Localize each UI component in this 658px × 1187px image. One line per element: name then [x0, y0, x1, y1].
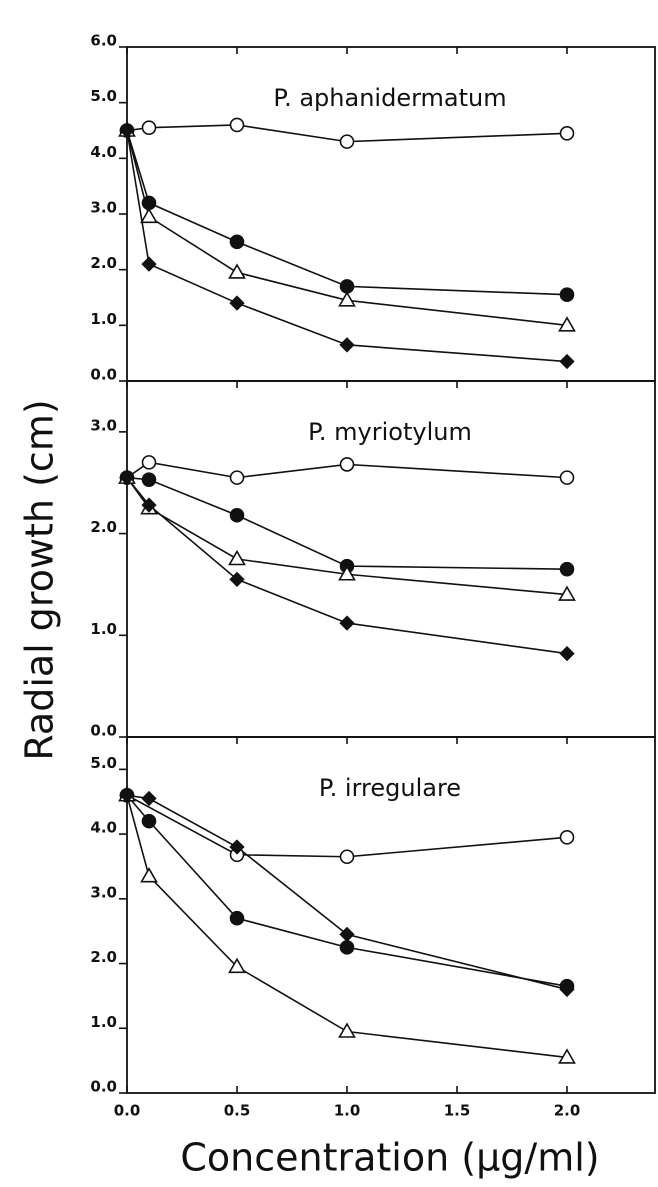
y-tick-label: 3.0 — [90, 416, 117, 434]
marker — [140, 867, 158, 883]
plot-frame — [126, 736, 656, 1094]
marker — [229, 470, 245, 485]
marker — [338, 565, 356, 581]
marker — [119, 787, 135, 803]
panel-title: P. aphanidermatum — [273, 84, 506, 112]
marker — [339, 337, 355, 353]
y-tick-label: 4.0 — [90, 143, 117, 161]
marker — [559, 561, 575, 577]
marker — [228, 549, 246, 566]
y-tick-label: 3.0 — [90, 883, 117, 901]
marker — [119, 469, 135, 486]
panel-title: P. myriotylum — [308, 418, 472, 446]
marker — [141, 497, 157, 513]
marker — [229, 295, 245, 311]
marker — [229, 234, 245, 250]
marker — [559, 981, 575, 998]
marker — [228, 957, 246, 974]
marker — [141, 195, 157, 211]
marker — [339, 940, 355, 955]
series-line — [126, 794, 568, 858]
y-axis-label: Radial growth (cm) — [18, 399, 62, 760]
y-tick-label: 0.0 — [90, 366, 117, 384]
y-tick-label: 0.0 — [90, 1078, 117, 1096]
marker — [559, 353, 575, 370]
marker — [559, 125, 575, 141]
series-line — [126, 130, 568, 363]
x-tick-label: 0.0 — [114, 1102, 141, 1120]
series-line — [126, 794, 568, 987]
x-tick-label: 1.5 — [444, 1102, 471, 1120]
y-tick-label: 0.0 — [90, 722, 117, 740]
marker — [141, 813, 157, 829]
marker — [558, 316, 576, 332]
marker — [339, 849, 355, 865]
y-tick-label: 6.0 — [90, 32, 117, 50]
x-tick-label: 1.0 — [334, 1102, 361, 1120]
y-tick-label: 5.0 — [90, 87, 117, 105]
marker — [141, 455, 157, 470]
marker — [339, 615, 355, 631]
marker — [141, 472, 157, 487]
panel-title: P. irregulare — [319, 774, 461, 802]
y-tick-label: 4.0 — [90, 819, 117, 837]
series-line — [126, 795, 568, 1059]
marker — [140, 207, 158, 224]
marker — [339, 926, 355, 943]
marker — [229, 571, 245, 587]
marker — [559, 470, 575, 485]
series-line — [126, 130, 568, 296]
x-tick-label: 2.0 — [554, 1102, 581, 1120]
marker — [338, 1022, 356, 1038]
y-tick-label: 1.0 — [90, 1013, 117, 1031]
marker — [119, 122, 135, 139]
marker — [228, 263, 246, 279]
y-tick-label: 5.0 — [90, 754, 117, 772]
marker — [339, 457, 355, 472]
marker — [339, 134, 355, 149]
marker — [558, 1048, 576, 1064]
marker — [141, 120, 157, 136]
marker — [559, 287, 575, 303]
marker — [559, 645, 575, 662]
marker — [558, 585, 576, 601]
marker — [338, 291, 356, 307]
marker — [559, 830, 575, 845]
marker — [141, 790, 157, 807]
x-axis-label: Concentration (μg/ml) — [180, 1136, 599, 1180]
marker — [141, 256, 157, 272]
y-tick-label: 2.0 — [90, 948, 117, 966]
marker — [229, 839, 245, 855]
y-tick-label: 1.0 — [90, 310, 117, 328]
marker — [229, 910, 245, 926]
marker — [339, 279, 355, 294]
y-tick-label: 3.0 — [90, 199, 117, 217]
marker — [229, 117, 245, 133]
y-tick-label: 2.0 — [90, 254, 117, 272]
series-line — [126, 476, 568, 570]
y-tick-label: 1.0 — [90, 620, 117, 638]
y-tick-label: 2.0 — [90, 518, 117, 536]
marker — [229, 507, 245, 523]
series-line — [126, 794, 568, 991]
x-tick-label: 0.5 — [224, 1102, 251, 1120]
